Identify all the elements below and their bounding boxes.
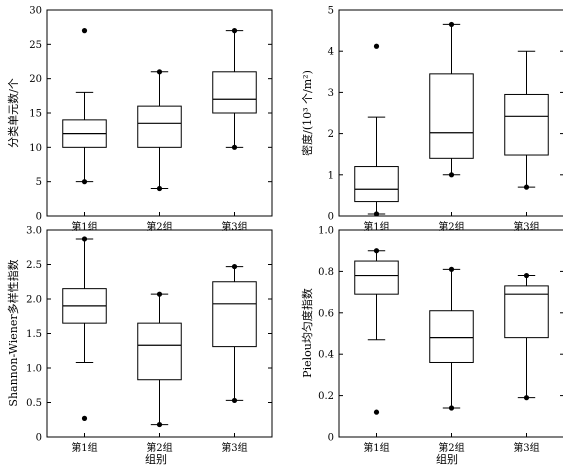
outlier-point (156, 69, 163, 75)
outlier-point (81, 415, 88, 421)
y-tick-label: 0.5 (26, 398, 42, 409)
chart-panel-3: 0 0.5 1.0 1.5 2.0 2.5 3.0 Shannon-Wiener多样性指数第1… (6, 226, 273, 454)
y-tick-label: 0.6 (318, 308, 334, 319)
outlier-point (81, 236, 88, 242)
y-tick-label: 1.0 (26, 364, 42, 375)
y-tick-label: 0.2 (318, 391, 334, 402)
iqr-box (354, 166, 399, 203)
box-2 (137, 69, 182, 192)
outlier-point (156, 421, 163, 428)
y-tick-label: 20 (29, 74, 42, 85)
y-tick-label: 2.0 (26, 295, 42, 306)
box-1 (62, 28, 107, 185)
box-1 (62, 236, 107, 421)
x-tick-label: 第3组 (513, 220, 539, 233)
iqr-box (354, 260, 399, 295)
x-tick-label: 第1组 (71, 220, 97, 233)
x-tick-label: 第1组 (363, 220, 389, 233)
y-tick-label: 1 (328, 170, 334, 181)
outlier-point (523, 272, 530, 279)
box-1 (354, 248, 399, 415)
y-tick-label: 1.0 (318, 226, 334, 237)
outlier-point (231, 28, 238, 34)
outlier-point (373, 409, 380, 415)
x-tick-label: 第3组 (221, 441, 247, 454)
iqr-box (137, 322, 182, 381)
y-tick-label: 10 (29, 143, 42, 154)
y-tick-label: 30 (29, 6, 42, 17)
box-2 (429, 21, 474, 178)
y-tick-label: 3.0 (26, 226, 42, 237)
y-axis-label: 分类单元数/个 (6, 78, 20, 148)
y-tick-label: 1.5 (26, 329, 42, 340)
y-tick-label: 0 (328, 212, 334, 223)
outlier-point (523, 184, 530, 190)
iqr-box (212, 281, 257, 348)
outlier-point (448, 405, 455, 411)
y-tick-label: 15 (29, 109, 42, 120)
y-axis-label: 密度/(10³ 个/m²) (300, 70, 314, 156)
x-tick-label: 第2组 (438, 220, 464, 233)
outlier-point (156, 185, 163, 192)
y-tick-label: 5 (328, 6, 334, 17)
box-2 (137, 291, 182, 428)
y-tick-label: 0.8 (318, 267, 334, 278)
y-axis-label: Pielou均匀度指数 (300, 288, 314, 378)
outlier-point (448, 172, 455, 178)
x-tick-label: 第1组 (71, 441, 97, 454)
chart-panel-2: 0 1 2 3 4 5 密度/(10³ 个/m²) 第1组 第2组 第3组 (300, 6, 563, 233)
box-3 (212, 263, 257, 404)
outlier-point (231, 144, 238, 150)
x-tick-label: 第1组 (363, 441, 389, 454)
box-3 (504, 272, 549, 401)
y-tick-label: 2 (328, 129, 334, 140)
outlier-point (81, 28, 88, 34)
y-tick-label: 2.5 (26, 260, 42, 271)
x-tick-label: 第3组 (513, 441, 539, 454)
y-tick-label: 0 (36, 433, 42, 444)
outlier-point (373, 211, 380, 217)
box-3 (504, 50, 549, 190)
iqr-box (429, 73, 474, 159)
y-axis-label: Shannon-Wiener多样性指数 (6, 259, 20, 406)
y-tick-label: 0.4 (318, 350, 334, 361)
x-tick-label: 第2组 (146, 220, 172, 233)
outlier-point (231, 263, 238, 270)
box-1 (354, 43, 399, 217)
box-2 (429, 266, 474, 411)
iqr-box (137, 105, 182, 148)
outlier-point (373, 248, 380, 254)
iqr-box (212, 71, 257, 114)
y-tick-label: 5 (36, 177, 42, 188)
y-tick-label: 25 (29, 40, 42, 51)
x-axis-title-left: 组别 (145, 452, 167, 466)
y-tick-label: 4 (328, 47, 334, 58)
y-tick-label: 0 (328, 433, 334, 444)
x-tick-label: 第3组 (221, 220, 247, 233)
outlier-point (156, 291, 163, 297)
x-tick-label: 第2组 (438, 441, 464, 454)
x-axis-title-right: 组别 (436, 452, 458, 466)
x-tick-label: 第2组 (146, 441, 172, 454)
y-tick-label: 0 (36, 212, 42, 223)
outlier-point (448, 21, 455, 28)
outlier-point (373, 43, 380, 49)
iqr-box (429, 310, 474, 363)
outlier-point (81, 179, 88, 185)
outlier-point (448, 266, 455, 272)
box-3 (212, 28, 257, 150)
iqr-box (504, 93, 549, 156)
y-tick-label: 3 (328, 88, 334, 99)
outlier-point (231, 397, 238, 404)
outlier-point (523, 395, 530, 401)
